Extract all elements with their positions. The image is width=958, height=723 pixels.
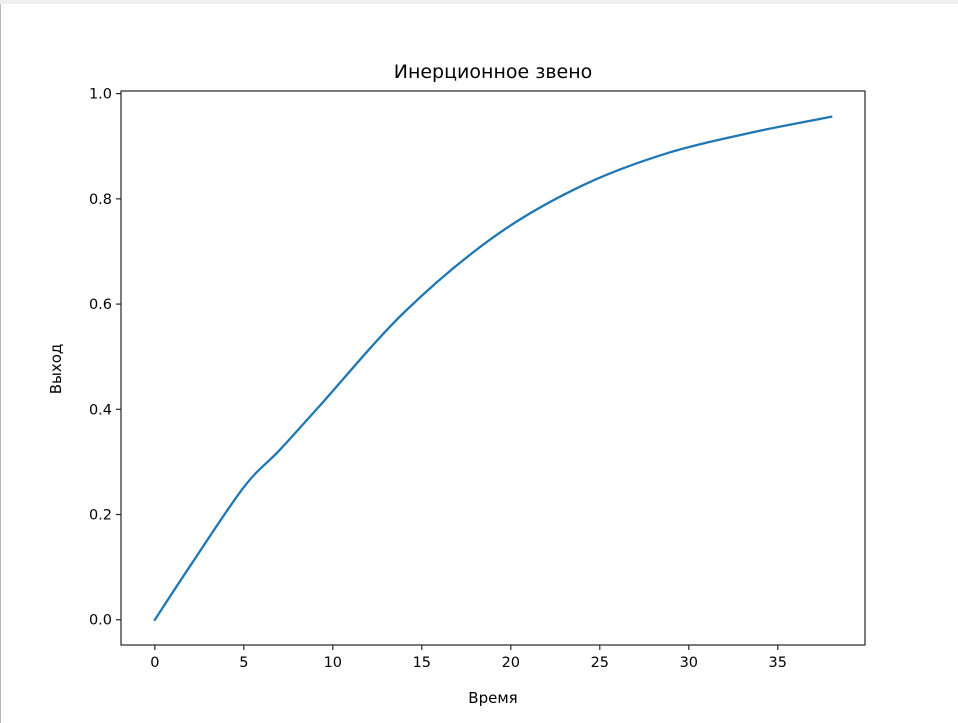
x-tick-label: 30 (680, 655, 698, 671)
y-tick-label: 0.6 (89, 297, 112, 313)
x-tick-label: 5 (239, 655, 248, 671)
y-tick-label: 0.4 (89, 402, 112, 418)
x-tick-label: 35 (769, 655, 787, 671)
x-axis-label: Время (468, 689, 517, 707)
series-line (153, 115, 833, 622)
y-tick-label: 0.0 (89, 613, 112, 629)
y-axis-label: Выход (47, 344, 65, 395)
chart-title: Инерционное звено (394, 61, 593, 83)
x-tick-label: 25 (591, 655, 609, 671)
axes-frame (120, 90, 866, 646)
window-left-border (0, 4, 1, 723)
y-tick-label: 1.0 (89, 87, 112, 103)
window-top-strip (0, 0, 958, 4)
y-tick-label: 0.8 (89, 192, 112, 208)
x-tick-label: 15 (413, 655, 431, 671)
y-tick-label: 0.2 (89, 508, 112, 524)
x-tick-label: 20 (502, 655, 520, 671)
x-tick-label: 0 (150, 655, 159, 671)
x-tick-label: 10 (324, 655, 342, 671)
